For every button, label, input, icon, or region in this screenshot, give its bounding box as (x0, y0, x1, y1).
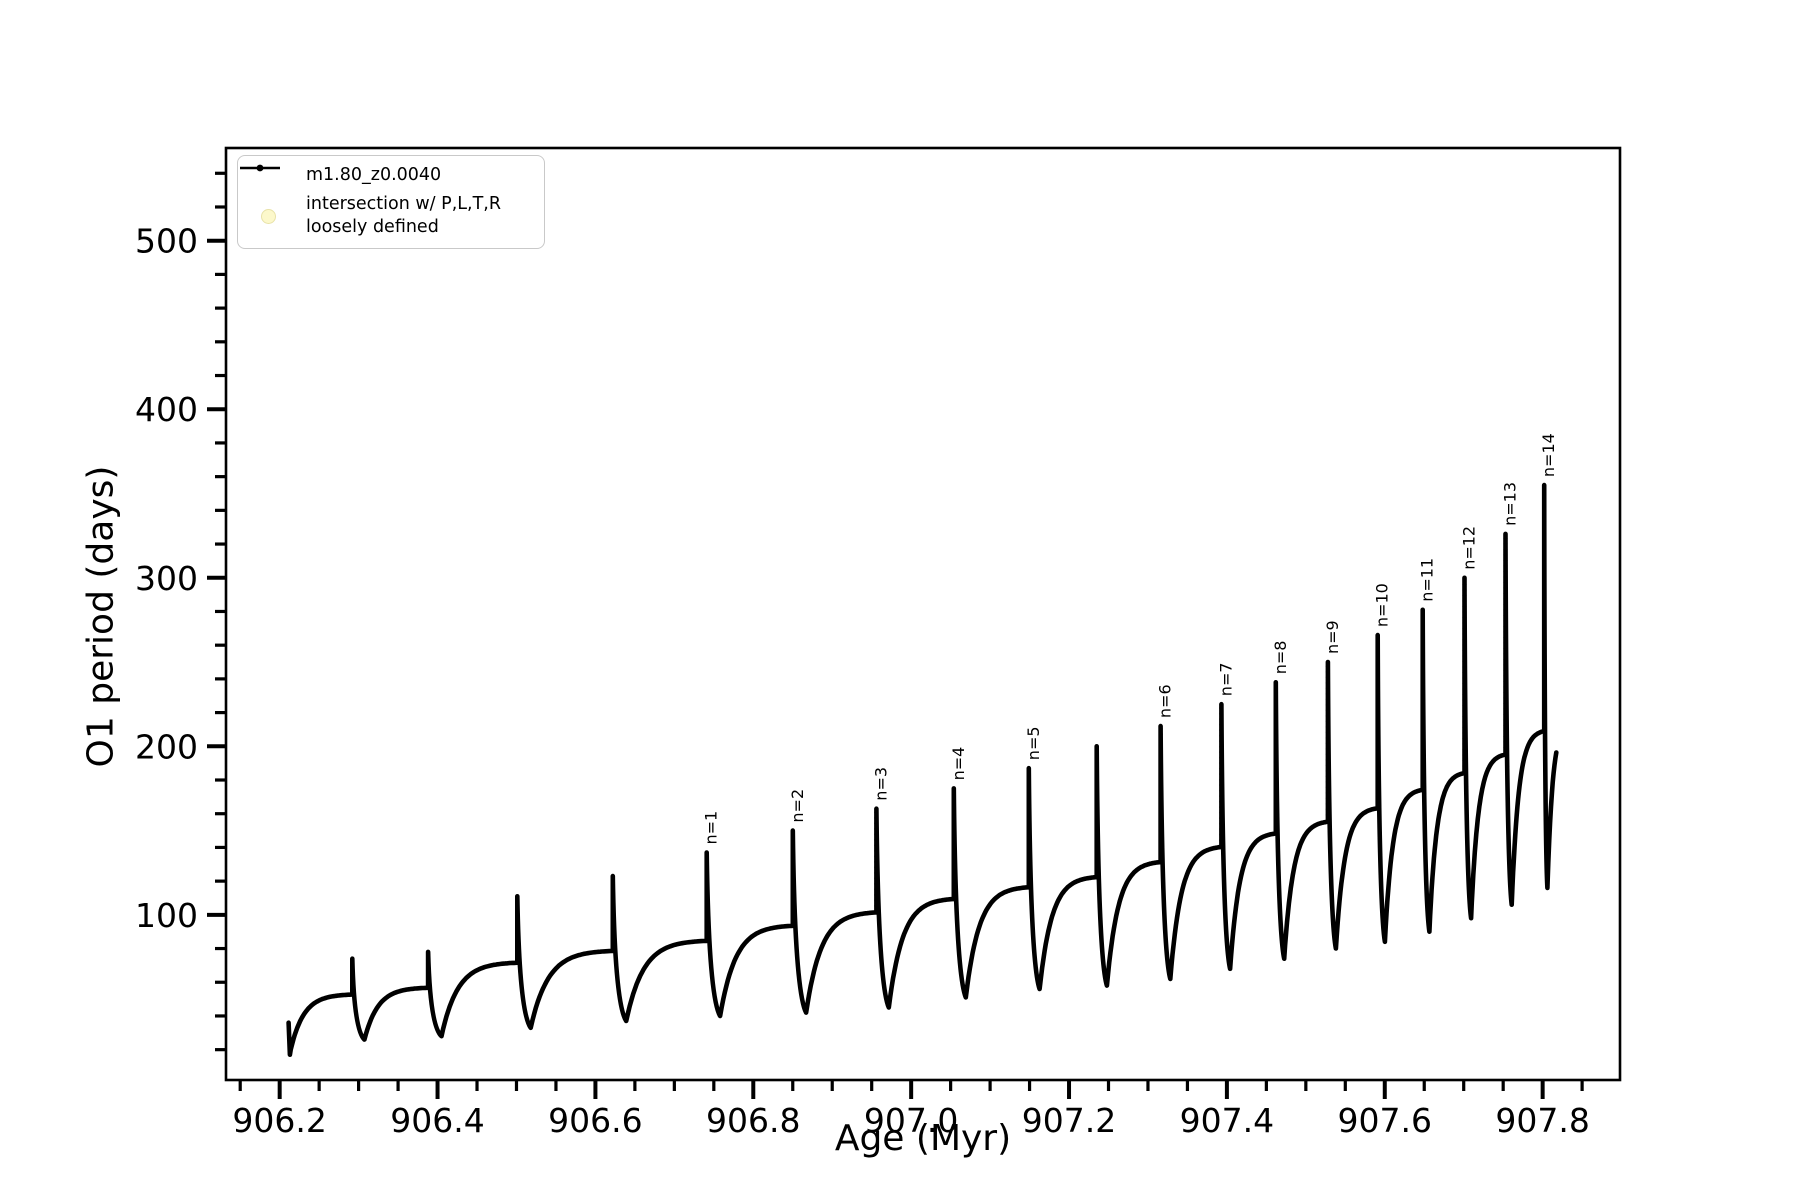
y-tick-label: 400 (135, 390, 198, 429)
x-tick-label: 907.4 (1180, 1101, 1274, 1140)
spike-label: n=9 (1323, 620, 1342, 654)
legend-entry-series: m1.80_z0.0040 (240, 163, 532, 187)
spike-label: n=14 (1539, 433, 1558, 477)
y-tick-label: 300 (135, 559, 198, 598)
spike-label: n=2 (788, 789, 807, 823)
y-tick-label: 200 (135, 727, 198, 766)
line-dot-marker-icon (240, 163, 290, 187)
legend-entry-intersection: intersection w/ P,L,T,R loosely defined (246, 193, 532, 239)
x-tick-label: 907.6 (1338, 1101, 1432, 1140)
legend-series-label: m1.80_z0.0040 (306, 164, 442, 185)
spike-label: n=1 (702, 811, 721, 845)
spike-label: n=7 (1216, 662, 1235, 696)
spike-label: n=4 (949, 747, 968, 781)
x-tick-label: 906.6 (548, 1101, 642, 1140)
x-axis-label: Age (Myr) (834, 1118, 1012, 1159)
legend: m1.80_z0.0040 intersection w/ P,L,T,R lo… (237, 155, 545, 249)
y-tick-label: 500 (135, 222, 198, 261)
y-tick-label: 100 (135, 896, 198, 935)
x-tick-label: 906.8 (706, 1101, 800, 1140)
legend-intersection-label: intersection w/ P,L,T,R loosely defined (306, 194, 501, 237)
spike-label: n=12 (1460, 526, 1479, 570)
x-tick-label: 907.0 (864, 1101, 958, 1140)
spike-lines (350, 483, 1547, 997)
spike-label: n=13 (1501, 482, 1520, 526)
plot-spines (224, 146, 1622, 1082)
yellow-circle-marker-icon (246, 204, 290, 228)
spike-label: n=8 (1271, 641, 1290, 675)
x-tick-label: 907.2 (1022, 1101, 1116, 1140)
spike-label: n=10 (1373, 583, 1392, 627)
x-tick-label: 906.4 (390, 1101, 484, 1140)
data-curve (286, 482, 1559, 1057)
spike-label: n=3 (871, 767, 890, 801)
y-axis-label: O1 period (days) (80, 465, 122, 768)
spike-label: n=5 (1024, 726, 1043, 760)
x-tick-label: 907.8 (1495, 1101, 1589, 1140)
spike-label: n=6 (1156, 684, 1175, 718)
x-tick-label: 906.2 (232, 1101, 326, 1140)
spike-label: n=11 (1418, 558, 1437, 602)
